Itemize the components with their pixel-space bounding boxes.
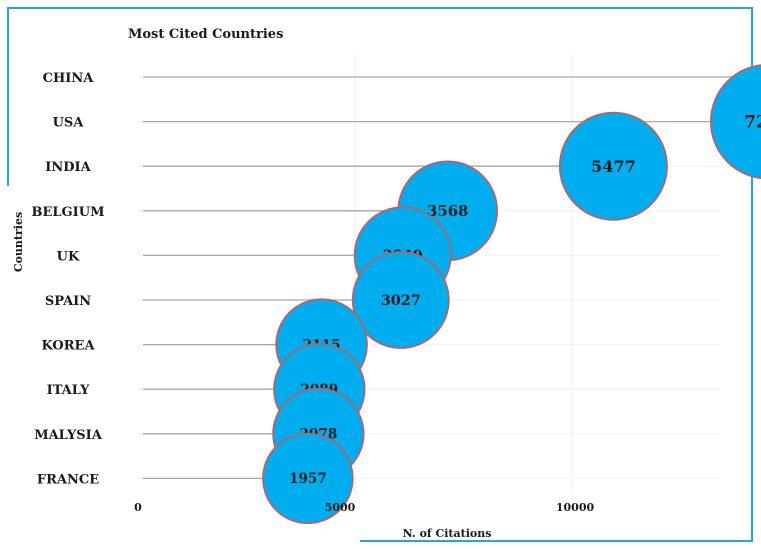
y-tick-label: FRANCE [37,472,99,487]
x-tick-label: 5000 [325,501,356,514]
chart-title: Most Cited Countries [128,27,283,42]
bubble-france: 1957 [262,432,354,525]
y-tick-label: INDIA [45,160,91,175]
y-label-mask [4,186,26,296]
data-label: 1957 [289,471,327,487]
x-tick-label: 0 [134,501,142,514]
y-tick-label: CHINA [43,71,95,86]
lollipop-stems [143,76,761,480]
x-tick-labels: 0 5000 10000 [134,501,594,514]
y-axis-label: Countries [12,212,25,272]
y-tick-label: ITALY [47,383,90,398]
y-tick-label: SPAIN [45,294,91,309]
y-tick-label: KOREA [41,339,95,354]
bubble-usa: 7255 [709,64,761,179]
bubble-circle [351,251,450,349]
bubble-india: 5477 [558,111,668,221]
chart-frame [7,7,753,542]
y-tick-label: MALYSIA [34,428,103,443]
bubble-circle [558,111,668,221]
data-label: 3027 [381,292,421,309]
bubble-circle [709,64,761,179]
data-label: 5477 [591,157,636,176]
y-tick-label: USA [53,116,85,131]
x-tick-label: 10000 [556,501,595,514]
data-label: 3568 [427,202,468,220]
bubbles: 1339772555477356830493027211520892078195… [262,64,761,525]
bubble-circle [262,432,354,525]
data-label: 7255 [744,113,761,133]
y-tick-label: UK [57,249,80,264]
y-tick-labels: CHINA USA INDIA BELGIUM UK SPAIN KOREA ITALY MAL… [32,71,105,487]
x-axis-label: N. of Citations [403,527,492,540]
bubble-spain: 3027 [351,251,450,349]
y-tick-label: BELGIUM [32,205,105,220]
